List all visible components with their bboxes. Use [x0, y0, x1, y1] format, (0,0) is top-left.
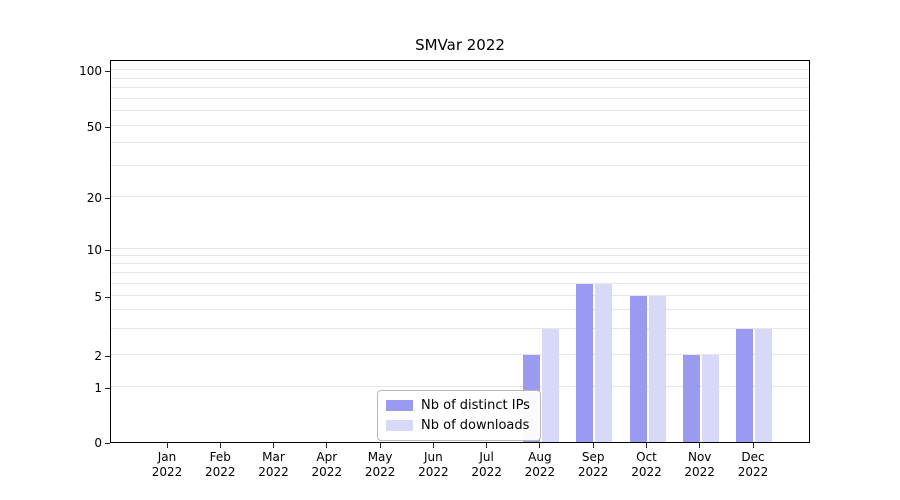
gridline — [111, 272, 809, 274]
x-tick-mark — [539, 443, 541, 448]
y-tick-mark — [105, 249, 110, 251]
gridline — [111, 354, 809, 355]
gridline — [111, 255, 809, 257]
x-tick-label: Nov 2022 — [684, 450, 715, 479]
legend-entry: Nb of downloads — [386, 418, 530, 433]
gridline — [111, 386, 809, 387]
x-tick-label: Oct 2022 — [631, 450, 662, 479]
y-tick-label: 0 — [94, 436, 102, 450]
x-tick-mark — [592, 443, 594, 448]
gridline — [111, 327, 809, 329]
gridline — [111, 263, 809, 265]
x-tick-mark — [219, 443, 221, 448]
gridline — [111, 69, 809, 70]
gridline — [111, 97, 809, 99]
bar-nb-of-distinct-ips-dec-2022 — [736, 328, 753, 442]
x-tick-mark — [752, 443, 754, 448]
y-tick-label: 1 — [94, 381, 102, 395]
x-tick-mark — [326, 443, 328, 448]
gridline — [111, 164, 809, 166]
bar-nb-of-downloads-dec-2022 — [755, 328, 772, 442]
bar-nb-of-downloads-aug-2022 — [541, 328, 559, 442]
chart-title: SMVar 2022 — [415, 36, 505, 54]
bar-nb-of-distinct-ips-nov-2022 — [682, 355, 700, 442]
y-tick-mark — [105, 355, 110, 357]
x-tick-label: Feb 2022 — [205, 450, 236, 479]
x-tick-mark — [273, 443, 274, 448]
gridline — [111, 142, 809, 144]
y-tick-mark — [105, 70, 110, 72]
gridline — [111, 196, 809, 197]
bar-nb-of-distinct-ips-oct-2022 — [629, 296, 647, 442]
x-tick-mark — [486, 443, 488, 448]
bar-nb-of-downloads-sep-2022 — [595, 283, 613, 442]
bar-nb-of-downloads-nov-2022 — [701, 355, 719, 442]
y-tick-mark — [105, 126, 110, 128]
x-tick-label: Jul 2022 — [471, 450, 502, 479]
plot-area: Nb of distinct IPs Nb of downloads — [110, 60, 810, 443]
gridline — [111, 110, 809, 112]
gridline — [111, 309, 809, 311]
y-tick-label: 5 — [94, 290, 102, 304]
gridline — [111, 248, 809, 249]
gridline — [111, 77, 809, 79]
y-tick-label: 20 — [86, 191, 102, 205]
y-tick-label: 10 — [86, 243, 102, 257]
x-tick-mark — [699, 443, 701, 448]
x-tick-mark — [379, 443, 381, 448]
legend-label: Nb of distinct IPs — [421, 398, 530, 413]
legend-label: Nb of downloads — [421, 418, 530, 433]
gridline — [111, 282, 809, 284]
legend-entry: Nb of distinct IPs — [386, 398, 530, 413]
legend-swatch — [386, 420, 413, 431]
x-tick-label: Apr 2022 — [311, 450, 343, 479]
legend: Nb of distinct IPs Nb of downloads — [377, 390, 541, 441]
y-tick-mark — [105, 387, 110, 389]
y-tick-mark — [105, 197, 110, 199]
x-tick-label: Jan 2022 — [151, 450, 183, 479]
x-tick-label: Dec 2022 — [737, 450, 769, 479]
x-tick-mark — [166, 443, 168, 448]
legend-swatch — [386, 400, 413, 411]
y-tick-label: 50 — [86, 120, 102, 134]
y-tick-label: 100 — [79, 64, 102, 78]
x-tick-label: May 2022 — [364, 450, 396, 479]
y-tick-mark — [105, 442, 110, 444]
x-tick-label: Sep 2022 — [577, 450, 609, 479]
bar-nb-of-distinct-ips-sep-2022 — [576, 283, 594, 442]
x-tick-label: Aug 2022 — [524, 450, 556, 479]
y-tick-mark — [105, 296, 110, 298]
bar-nb-of-downloads-oct-2022 — [648, 296, 666, 442]
gridline — [111, 295, 809, 296]
y-tick-label: 2 — [94, 349, 102, 363]
x-tick-mark — [646, 443, 647, 448]
x-tick-label: Mar 2022 — [258, 450, 289, 479]
gridline — [111, 87, 809, 88]
gridline — [111, 125, 809, 126]
x-tick-label: Jun 2022 — [418, 450, 449, 479]
x-tick-mark — [432, 443, 434, 448]
